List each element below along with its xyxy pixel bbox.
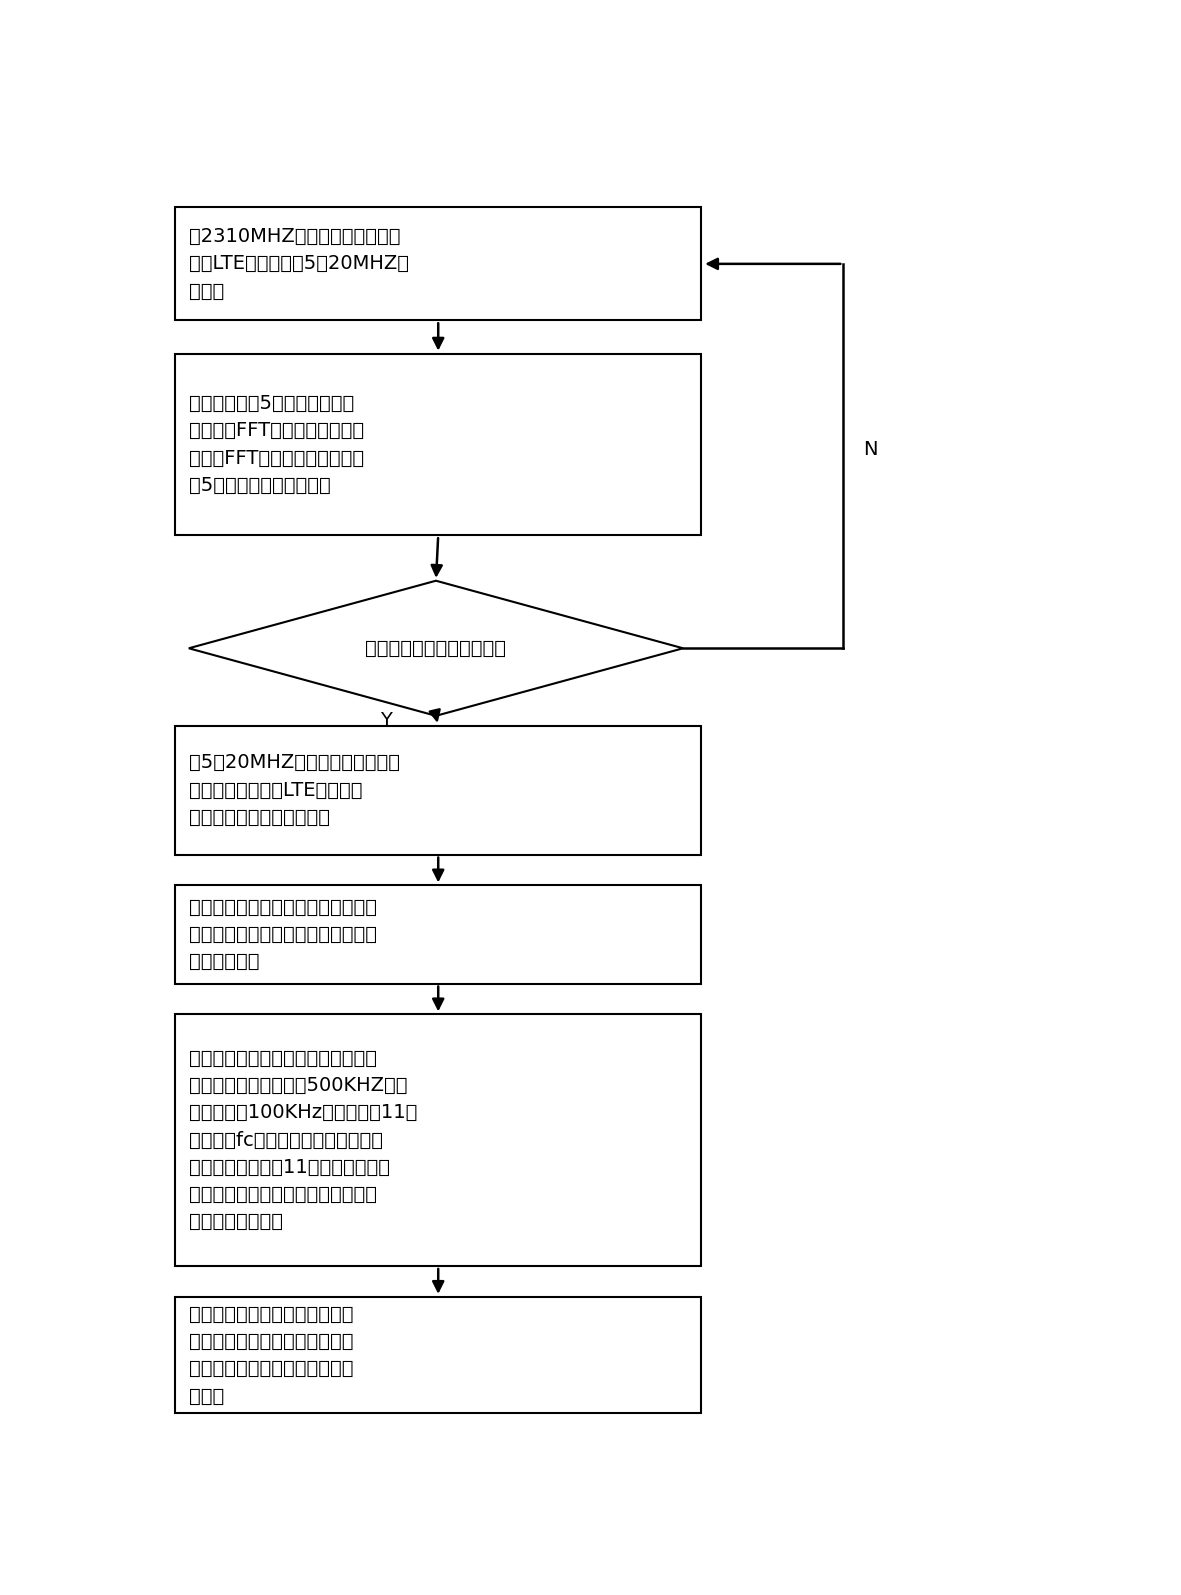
Bar xyxy=(175,726,702,855)
Bar xyxy=(175,207,702,321)
Text: 剹5个20MHZ频段内所得的频谱进
行拼接，得出整个LTE频带上的
不同小区的独立信号频谱。: 剹5个20MHZ频段内所得的频谱进 行拼接，得出整个LTE频带上的 不同小区的独… xyxy=(189,753,400,826)
Text: 根据得到的各自独立的小区信号频谱
之起始和截止频点确定相应系统带宽
和中心频点。: 根据得到的各自独立的小区信号频谱 之起始和截止频点确定相应系统带宽 和中心频点。 xyxy=(189,898,377,971)
Text: 将上面得到的所有中心频点及带
宽按照归一化功率大小排序建立
列表，以备移动终端下行同步时
使用。: 将上面得到的所有中心频点及带 宽按照归一化功率大小排序建立 列表，以备移动终端下… xyxy=(189,1305,353,1405)
Bar xyxy=(175,354,702,536)
Text: 整个频带是否有信号频谱？: 整个频带是否有信号频谱？ xyxy=(365,638,507,657)
Bar xyxy=(175,885,702,984)
Text: 精确小区信号频谱的中心频点，即取
上步中各中心频点左右500KHZ的频
率范围中以100KHz为步长，卆11个
频点作为fc，并用上步中确定的相应
系统带宽，测: 精确小区信号频谱的中心频点，即取 上步中各中心频点左右500KHZ的频 率范围中… xyxy=(189,1050,417,1231)
Bar xyxy=(175,1014,702,1266)
Polygon shape xyxy=(189,581,683,716)
Text: Y: Y xyxy=(379,711,392,731)
Text: 分别对上步的5个频段所接收的
数据进行FFT。即将采样得到的
数据经FFT转换到频域，得到其
在5个频段上的频谱分布。: 分别对上步的5个频段所接收的 数据进行FFT。即将采样得到的 数据经FFT转换到… xyxy=(189,394,364,494)
Text: 以2310MHZ为起始中心频率，将
整个LTE频带均分为5个20MHZ的
频段。: 以2310MHZ为起始中心频率，将 整个LTE频带均分为5个20MHZ的 频段。 xyxy=(189,226,409,300)
Bar xyxy=(175,1297,702,1413)
Text: N: N xyxy=(863,440,877,459)
